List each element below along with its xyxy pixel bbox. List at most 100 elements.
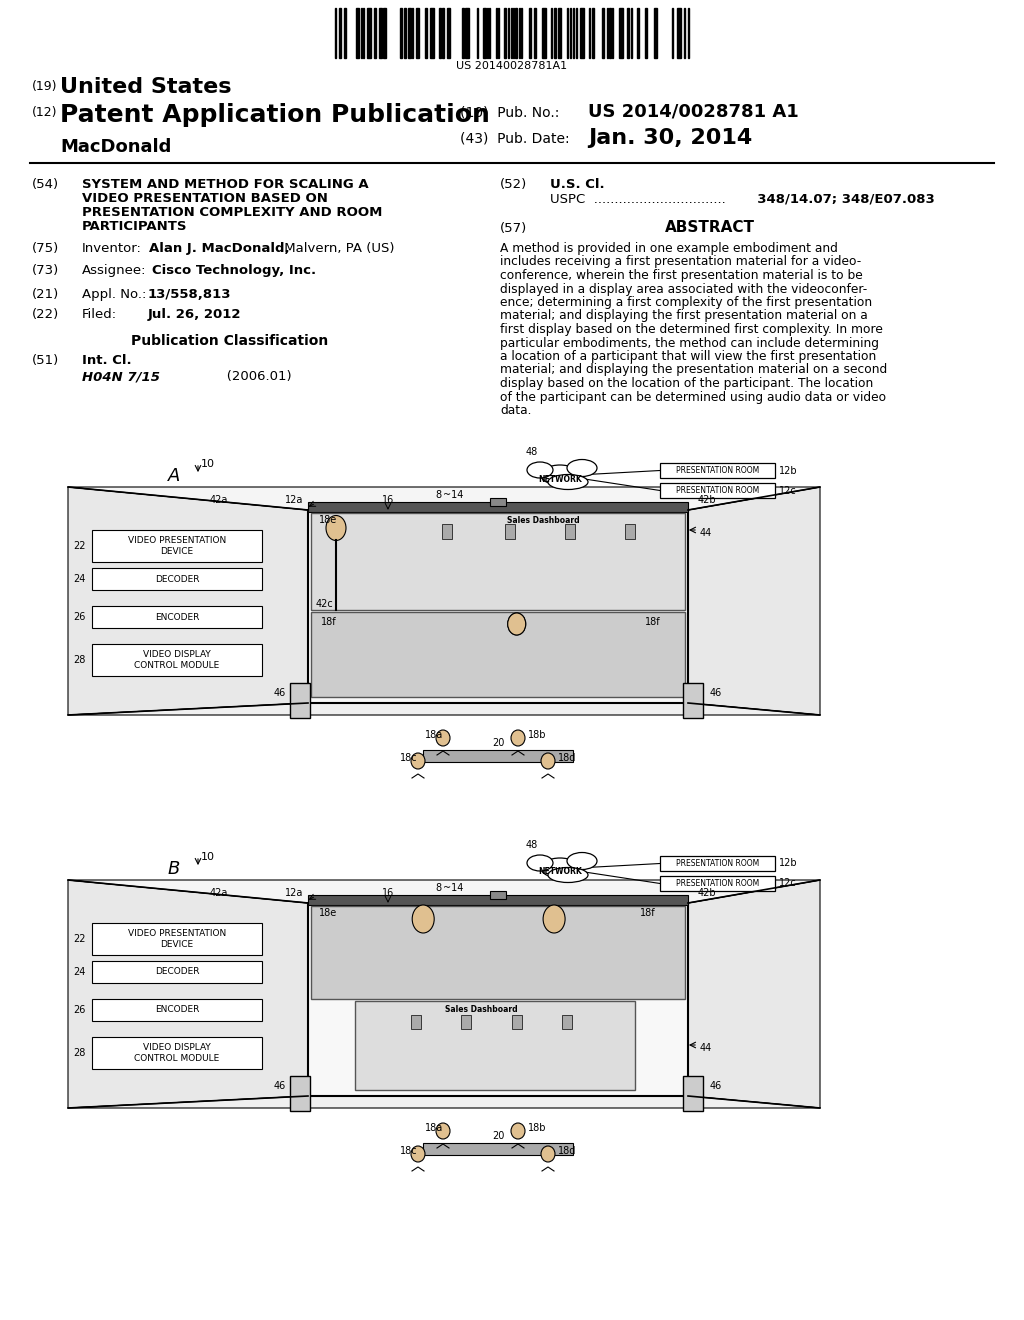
Bar [677,8,681,58]
Text: 12a: 12a [285,888,303,898]
Bar [416,8,419,58]
Text: PRESENTATION ROOM: PRESENTATION ROOM [676,859,759,869]
Ellipse shape [511,730,525,746]
Text: VIDEO DISPLAY
CONTROL MODULE: VIDEO DISPLAY CONTROL MODULE [134,651,219,669]
Ellipse shape [511,1123,525,1139]
Text: PRESENTATION COMPLEXITY AND ROOM: PRESENTATION COMPLEXITY AND ROOM [82,206,382,219]
Text: ence; determining a first complexity of the first presentation: ence; determining a first complexity of … [500,296,872,309]
Bar [602,8,604,58]
Text: 44: 44 [700,528,713,539]
Text: 18d: 18d [558,752,577,763]
Text: Publication Classification: Publication Classification [131,334,329,348]
Text: 16: 16 [382,495,394,506]
Text: 8: 8 [435,883,441,894]
Text: 22: 22 [74,541,86,550]
Bar [534,8,536,58]
Text: 18b: 18b [528,730,547,741]
Polygon shape [68,880,820,903]
Bar [660,876,775,891]
Polygon shape [68,704,820,715]
Text: Inventor:: Inventor: [82,242,142,255]
Text: 16: 16 [382,888,394,898]
Bar [308,510,688,704]
Text: 13/558,813: 13/558,813 [148,288,231,301]
Text: USPC  ................................: USPC ................................ [550,193,726,206]
Text: Jan. 30, 2014: Jan. 30, 2014 [588,128,753,148]
Text: PRESENTATION ROOM: PRESENTATION ROOM [676,486,759,495]
Text: 42b: 42b [698,495,717,506]
Text: PRESENTATION ROOM: PRESENTATION ROOM [676,466,759,475]
Bar [512,1015,522,1030]
Text: PRESENTATION ROOM: PRESENTATION ROOM [676,879,759,888]
Text: Alan J. MacDonald,: Alan J. MacDonald, [150,242,290,255]
Text: H04N 7/15: H04N 7/15 [82,370,160,383]
Text: 46: 46 [710,1081,722,1092]
Bar [92,999,262,1020]
Text: (19): (19) [32,81,57,92]
Ellipse shape [326,516,346,540]
Text: includes receiving a first presentation material for a video-: includes receiving a first presentation … [500,256,861,268]
Bar [660,463,775,478]
Text: 26: 26 [74,612,86,622]
Bar [660,483,775,498]
Text: 18e: 18e [319,515,337,525]
Ellipse shape [541,858,579,878]
Ellipse shape [567,853,597,870]
Text: US 20140028781A1: US 20140028781A1 [457,61,567,71]
Bar [430,8,434,58]
Text: (10)  Pub. No.:: (10) Pub. No.: [460,106,559,120]
Text: VIDEO DISPLAY
CONTROL MODULE: VIDEO DISPLAY CONTROL MODULE [134,1043,219,1063]
Text: (12): (12) [32,106,57,119]
Text: 12b: 12b [779,858,798,869]
Text: (54): (54) [32,178,59,191]
Ellipse shape [541,465,579,484]
Bar [490,891,506,899]
Text: ~14: ~14 [443,883,464,894]
Text: 46: 46 [273,1081,286,1092]
Bar [562,1015,572,1030]
Text: 18d: 18d [558,1146,577,1156]
Text: first display based on the determined first complexity. In more: first display based on the determined fi… [500,323,883,337]
Bar [355,1001,635,1090]
Polygon shape [68,487,308,715]
Text: material; and displaying the presentation material on a second: material; and displaying the presentatio… [500,363,887,376]
Text: particular embodiments, the method can include determining: particular embodiments, the method can i… [500,337,879,350]
Text: 18b: 18b [528,1123,547,1133]
Bar [506,524,515,539]
Bar [645,8,647,58]
Text: Malvern, PA (US): Malvern, PA (US) [280,242,394,255]
Bar [558,8,561,58]
Bar [92,961,262,983]
Ellipse shape [436,730,450,746]
Text: 18a: 18a [425,1123,443,1133]
Text: 20: 20 [492,738,504,748]
Text: Sales Dashboard: Sales Dashboard [444,1005,517,1014]
Text: 42b: 42b [698,888,717,898]
Polygon shape [68,487,820,510]
Text: 22: 22 [74,935,86,944]
Text: (57): (57) [500,222,527,235]
Text: 46: 46 [710,688,722,698]
Text: NETWORK: NETWORK [539,474,582,483]
Bar [290,1076,310,1111]
Bar [439,8,441,58]
Bar [408,8,411,58]
Text: of the participant can be determined using audio data or video: of the participant can be determined usi… [500,391,886,404]
Text: ENCODER: ENCODER [155,612,200,622]
Polygon shape [68,1096,820,1107]
Text: 8: 8 [435,490,441,500]
Text: B: B [168,861,180,878]
Text: DECODER: DECODER [155,968,200,977]
Bar [404,8,406,58]
Text: 42a: 42a [210,495,228,506]
Text: 10: 10 [201,459,215,469]
Polygon shape [68,880,308,1107]
Text: Sales Dashboard: Sales Dashboard [507,516,580,525]
Bar [609,8,611,58]
Bar [490,498,506,506]
Text: 48: 48 [525,447,538,457]
Text: 18f: 18f [640,908,655,917]
Text: 18e: 18e [319,908,337,917]
Text: (75): (75) [32,242,59,255]
Text: (2006.01): (2006.01) [180,370,292,383]
